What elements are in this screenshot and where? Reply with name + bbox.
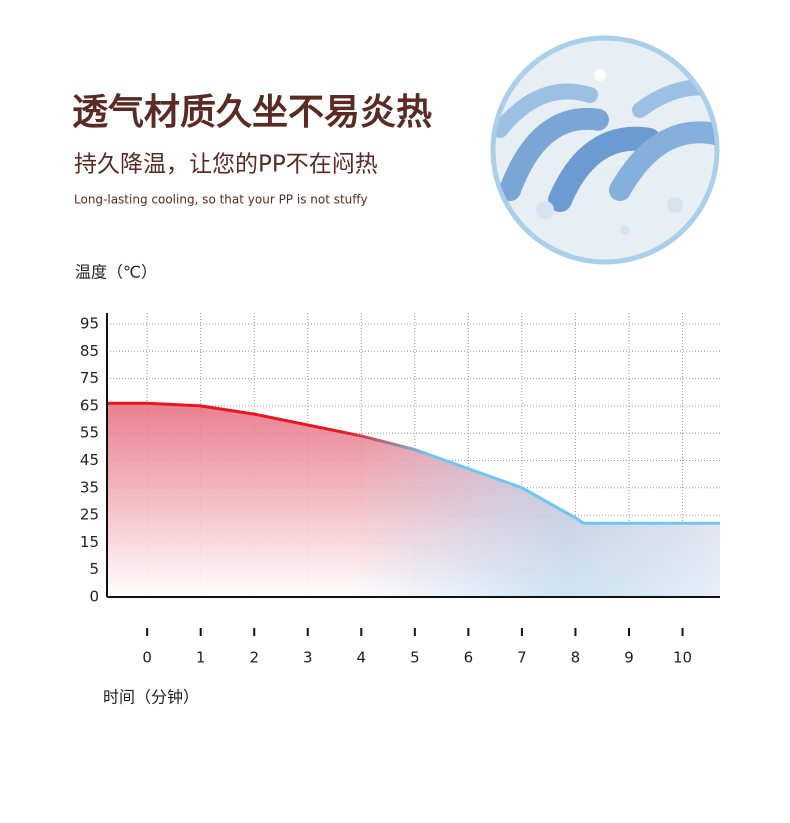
y-tick-label: 35 — [80, 478, 99, 496]
y-tick-label: 45 — [80, 451, 99, 469]
x-tick-label: 1 — [196, 649, 206, 667]
x-tick-label: 0 — [142, 649, 152, 667]
x-tick-label: 7 — [517, 649, 527, 667]
y-axis-label: 温度（℃） — [75, 263, 157, 282]
x-tick-label: 6 — [464, 649, 474, 667]
y-tick-label: 85 — [80, 342, 99, 360]
y-tick-label: 55 — [80, 424, 99, 442]
x-tick-label: 5 — [410, 649, 420, 667]
x-tick-label: 8 — [571, 649, 581, 667]
y-tick-label: 0 — [89, 588, 99, 606]
caption: Long-lasting cooling, so that your PP is… — [74, 193, 368, 207]
area-tint — [107, 403, 720, 597]
x-tick-label: 3 — [303, 649, 313, 667]
x-tick-label: 2 — [249, 649, 259, 667]
y-tick-label: 65 — [80, 396, 99, 414]
line — [107, 401, 720, 525]
x-axis-label: 时间（分钟） — [103, 688, 199, 707]
illustration — [490, 35, 720, 265]
subtitle: 持久降温，让您的PP不在闷热 — [74, 152, 378, 178]
y-tick-label: 75 — [80, 369, 99, 387]
y-tick-label: 5 — [89, 560, 99, 578]
y-tick-label: 25 — [80, 506, 99, 524]
x-tick-label: 9 — [624, 649, 634, 667]
x-tick-label: 10 — [673, 649, 692, 667]
y-tick-label: 95 — [80, 315, 99, 333]
title: 透气材质久坐不易炎热 — [72, 92, 432, 133]
y-tick-label: 15 — [80, 533, 99, 551]
x-tick-label: 4 — [357, 649, 367, 667]
